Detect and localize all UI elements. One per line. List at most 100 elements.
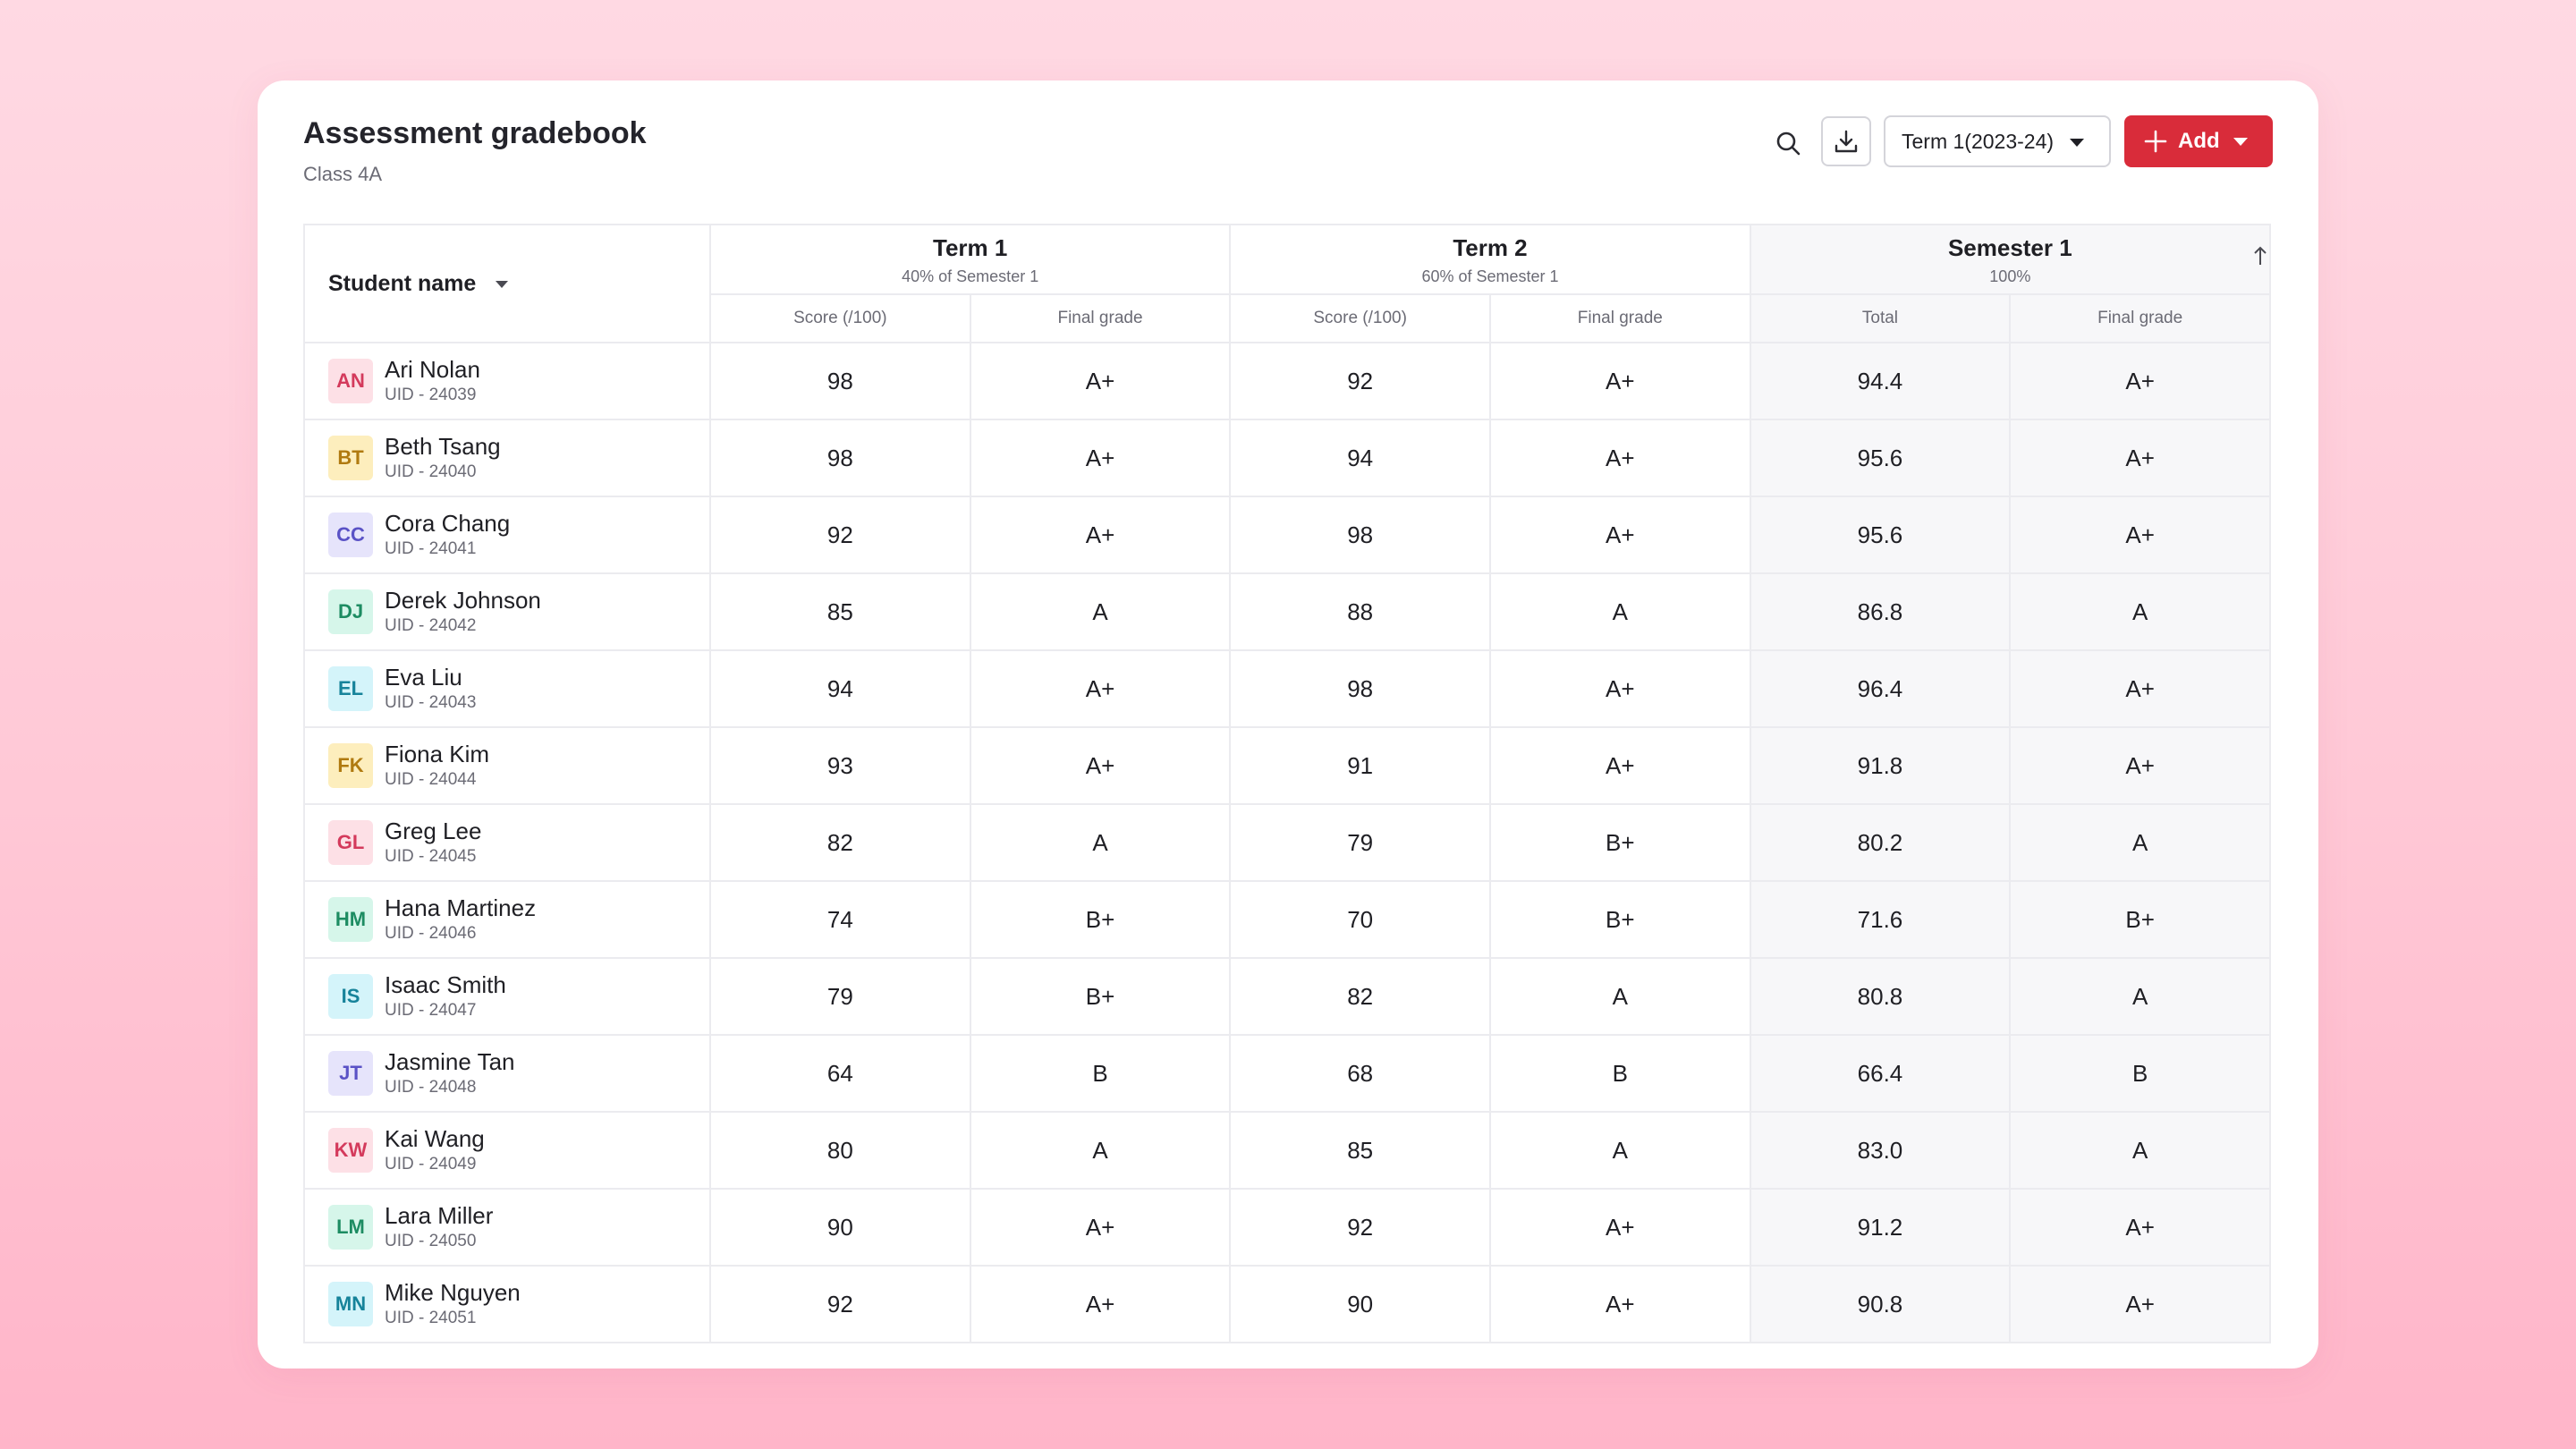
download-button[interactable] bbox=[1821, 116, 1871, 166]
avatar: KW bbox=[328, 1128, 373, 1173]
semester-grade-cell: A+ bbox=[2009, 419, 2271, 497]
student-cell[interactable]: KW Kai Wang UID - 24049 bbox=[303, 1111, 712, 1190]
table-row[interactable]: HM Hana Martinez UID - 24046 74 B+ 70 B+ 71.6 B+ bbox=[303, 880, 2271, 959]
avatar: DJ bbox=[328, 589, 373, 634]
student-uid: UID - 24044 bbox=[385, 770, 477, 789]
student-name: Kai Wang bbox=[385, 1125, 485, 1152]
term2-grade-cell: A+ bbox=[1488, 649, 1751, 728]
student-cell[interactable]: BT Beth Tsang UID - 24040 bbox=[303, 419, 712, 497]
student-uid: UID - 24051 bbox=[385, 1309, 477, 1327]
student-name: Beth Tsang bbox=[385, 433, 501, 460]
semester-total-cell: 95.6 bbox=[1749, 419, 2012, 497]
gradebook-table: Student name Term 1 40% of Semester 1 Te… bbox=[303, 224, 2271, 1343]
semester-grade-cell: A+ bbox=[2009, 1188, 2271, 1267]
student-name: Isaac Smith bbox=[385, 971, 506, 998]
chevron-down-icon bbox=[2070, 139, 2084, 147]
term1-grade-cell: A+ bbox=[969, 649, 1232, 728]
student-cell[interactable]: CC Cora Chang UID - 24041 bbox=[303, 496, 712, 574]
term-select-value: Term 1(2023-24) bbox=[1902, 129, 2055, 153]
sort-dropdown-icon[interactable] bbox=[496, 280, 509, 288]
semester-total-cell: 80.2 bbox=[1749, 803, 2012, 882]
student-uid: UID - 24049 bbox=[385, 1155, 477, 1174]
table-row[interactable]: MN Mike Nguyen UID - 24051 92 A+ 90 A+ 90.8 A+ bbox=[303, 1265, 2271, 1343]
table-row[interactable]: CC Cora Chang UID - 24041 92 A+ 98 A+ 95.6 A+ bbox=[303, 496, 2271, 574]
term-select[interactable]: Term 1(2023-24) bbox=[1884, 115, 2111, 167]
term1-grade-cell: A+ bbox=[969, 1188, 1232, 1267]
class-subtitle: Class 4A bbox=[303, 163, 383, 185]
avatar: IS bbox=[328, 974, 373, 1019]
term1-score-cell: 93 bbox=[709, 726, 971, 805]
term1-score-cell: 80 bbox=[709, 1111, 971, 1190]
semester-total-cell: 91.8 bbox=[1749, 726, 2012, 805]
table-row[interactable]: EL Eva Liu UID - 24043 94 A+ 98 A+ 96.4 A+ bbox=[303, 649, 2271, 728]
student-uid: UID - 24042 bbox=[385, 616, 477, 635]
term1-grade-cell: A bbox=[969, 572, 1232, 651]
term1-score-cell: 92 bbox=[709, 1265, 971, 1343]
semester-total-cell: 91.2 bbox=[1749, 1188, 2012, 1267]
chevron-down-icon[interactable] bbox=[2233, 138, 2248, 146]
search-button[interactable] bbox=[1763, 118, 1813, 168]
student-cell[interactable]: EL Eva Liu UID - 24043 bbox=[303, 649, 712, 728]
student-name-header[interactable]: Student name bbox=[303, 224, 712, 343]
avatar: GL bbox=[328, 820, 373, 865]
term2-grade-cell: B+ bbox=[1488, 803, 1751, 882]
table-row[interactable]: KW Kai Wang UID - 24049 80 A 85 A 83.0 A bbox=[303, 1111, 2271, 1190]
avatar: FK bbox=[328, 743, 373, 788]
term1-grade-cell: B bbox=[969, 1034, 1232, 1113]
student-cell[interactable]: JT Jasmine Tan UID - 24048 bbox=[303, 1034, 712, 1113]
student-cell[interactable]: MN Mike Nguyen UID - 24051 bbox=[303, 1265, 712, 1343]
semester-total-cell: 80.8 bbox=[1749, 957, 2012, 1036]
student-uid: UID - 24041 bbox=[385, 539, 477, 558]
student-uid: UID - 24040 bbox=[385, 462, 477, 481]
term2-grade-cell: B+ bbox=[1488, 880, 1751, 959]
term2-score-cell: 94 bbox=[1229, 419, 1491, 497]
table-row[interactable]: BT Beth Tsang UID - 24040 98 A+ 94 A+ 95.6 A+ bbox=[303, 419, 2271, 497]
student-uid: UID - 24043 bbox=[385, 693, 477, 712]
sort-arrow-up-icon[interactable] bbox=[2251, 243, 2269, 268]
student-cell[interactable]: FK Fiona Kim UID - 24044 bbox=[303, 726, 712, 805]
term2-grade-cell: A+ bbox=[1488, 342, 1751, 420]
student-cell[interactable]: GL Greg Lee UID - 24045 bbox=[303, 803, 712, 882]
avatar: MN bbox=[328, 1282, 373, 1326]
gradebook-table-wrap: Student name Term 1 40% of Semester 1 Te… bbox=[303, 224, 2271, 1344]
table-row[interactable]: GL Greg Lee UID - 24045 82 A 79 B+ 80.2 A bbox=[303, 803, 2271, 882]
semester-grade-cell: A+ bbox=[2009, 1265, 2271, 1343]
student-cell[interactable]: LM Lara Miller UID - 24050 bbox=[303, 1188, 712, 1267]
semester-grade-cell: A bbox=[2009, 572, 2271, 651]
student-name: Cora Chang bbox=[385, 510, 511, 537]
table-row[interactable]: JT Jasmine Tan UID - 24048 64 B 68 B 66.4 B bbox=[303, 1034, 2271, 1113]
term2-score-cell: 68 bbox=[1229, 1034, 1491, 1113]
term2-score-cell: 98 bbox=[1229, 496, 1491, 574]
term2-score-cell: 98 bbox=[1229, 649, 1491, 728]
semester-total-cell: 90.8 bbox=[1749, 1265, 2012, 1343]
student-name: Fiona Kim bbox=[385, 741, 490, 767]
term2-grade-cell: A+ bbox=[1488, 1265, 1751, 1343]
semester-total-cell: 95.6 bbox=[1749, 496, 2012, 574]
term1-grade-cell: A+ bbox=[969, 419, 1232, 497]
table-row[interactable]: DJ Derek Johnson UID - 24042 85 A 88 A 86.8 A bbox=[303, 572, 2271, 651]
student-uid: UID - 24047 bbox=[385, 1001, 477, 1020]
student-name: Jasmine Tan bbox=[385, 1048, 515, 1075]
semester-grade-cell: A+ bbox=[2009, 496, 2271, 574]
term2-score-cell: 88 bbox=[1229, 572, 1491, 651]
student-name: Hana Martinez bbox=[385, 894, 537, 921]
term1-score-cell: 64 bbox=[709, 1034, 971, 1113]
student-cell[interactable]: IS Isaac Smith UID - 24047 bbox=[303, 957, 712, 1036]
term2-grade-cell: A+ bbox=[1488, 496, 1751, 574]
semester-grade-cell: B+ bbox=[2009, 880, 2271, 959]
student-cell[interactable]: HM Hana Martinez UID - 24046 bbox=[303, 880, 712, 959]
semester-total-cell: 96.4 bbox=[1749, 649, 2012, 728]
table-row[interactable]: IS Isaac Smith UID - 24047 79 B+ 82 A 80.8 A bbox=[303, 957, 2271, 1036]
term2-grade-cell: A+ bbox=[1488, 419, 1751, 497]
student-cell[interactable]: AN Ari Nolan UID - 24039 bbox=[303, 342, 712, 420]
student-name: Lara Miller bbox=[385, 1202, 494, 1229]
table-row[interactable]: AN Ari Nolan UID - 24039 98 A+ 92 A+ 94.4 A+ bbox=[303, 342, 2271, 420]
semester-grade-cell: B bbox=[2009, 1034, 2271, 1113]
add-button[interactable]: Add bbox=[2124, 115, 2273, 167]
avatar: LM bbox=[328, 1205, 373, 1250]
student-cell[interactable]: DJ Derek Johnson UID - 24042 bbox=[303, 572, 712, 651]
subheader-semester-grade: Final grade bbox=[2009, 293, 2271, 343]
table-row[interactable]: FK Fiona Kim UID - 24044 93 A+ 91 A+ 91.8 A+ bbox=[303, 726, 2271, 805]
table-row[interactable]: LM Lara Miller UID - 24050 90 A+ 92 A+ 91.2 A+ bbox=[303, 1188, 2271, 1267]
add-button-label: Add bbox=[2178, 129, 2220, 153]
